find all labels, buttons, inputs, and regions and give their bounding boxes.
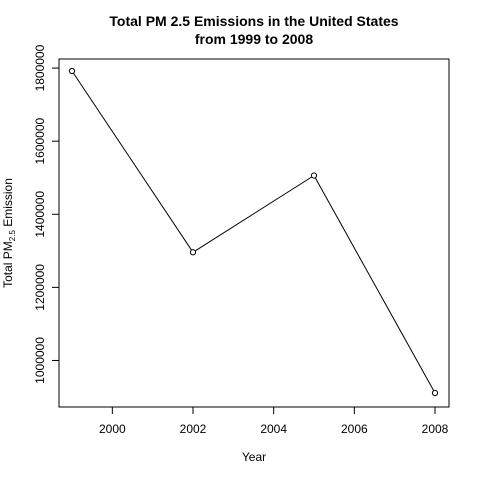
series-segment xyxy=(315,177,434,391)
y-tick-label: 1000000 xyxy=(33,337,47,384)
data-point-1999 xyxy=(68,67,76,75)
x-tick-label: 2002 xyxy=(180,422,207,436)
data-point-2002 xyxy=(189,249,197,256)
y-tick-label: 1200000 xyxy=(33,264,47,311)
y-axis-label-suffix: Emission xyxy=(1,178,15,230)
series-segment xyxy=(195,176,312,252)
x-tick-label: 2000 xyxy=(99,422,126,436)
y-tick-label: 1800000 xyxy=(33,44,47,91)
x-axis-label: Year xyxy=(242,450,266,464)
x-tick-label: 2008 xyxy=(422,422,449,436)
data-point-2005 xyxy=(310,172,318,179)
y-axis-label-main: Total PM xyxy=(1,241,15,288)
chart-title-line-2: from 1999 to 2008 xyxy=(195,31,313,47)
chart-title-line-1: Total PM 2.5 Emissions in the United Sta… xyxy=(109,13,398,29)
y-tick-label: 1400000 xyxy=(33,191,47,238)
x-axis: 2000 2002 2004 2006 2008 xyxy=(99,406,449,436)
y-axis-label: Total PM2.5 Emission xyxy=(1,178,17,288)
y-tick-label: 1600000 xyxy=(33,117,47,164)
y-axis: 1000000 1200000 1400000 1600000 1800000 xyxy=(33,44,60,384)
x-tick-label: 2006 xyxy=(341,422,368,436)
x-tick-label: 2004 xyxy=(260,422,287,436)
series-line xyxy=(68,67,439,397)
data-point-2008 xyxy=(431,389,439,397)
y-axis-label-subscript: 2.5 xyxy=(8,230,17,242)
series-segment xyxy=(73,73,192,251)
